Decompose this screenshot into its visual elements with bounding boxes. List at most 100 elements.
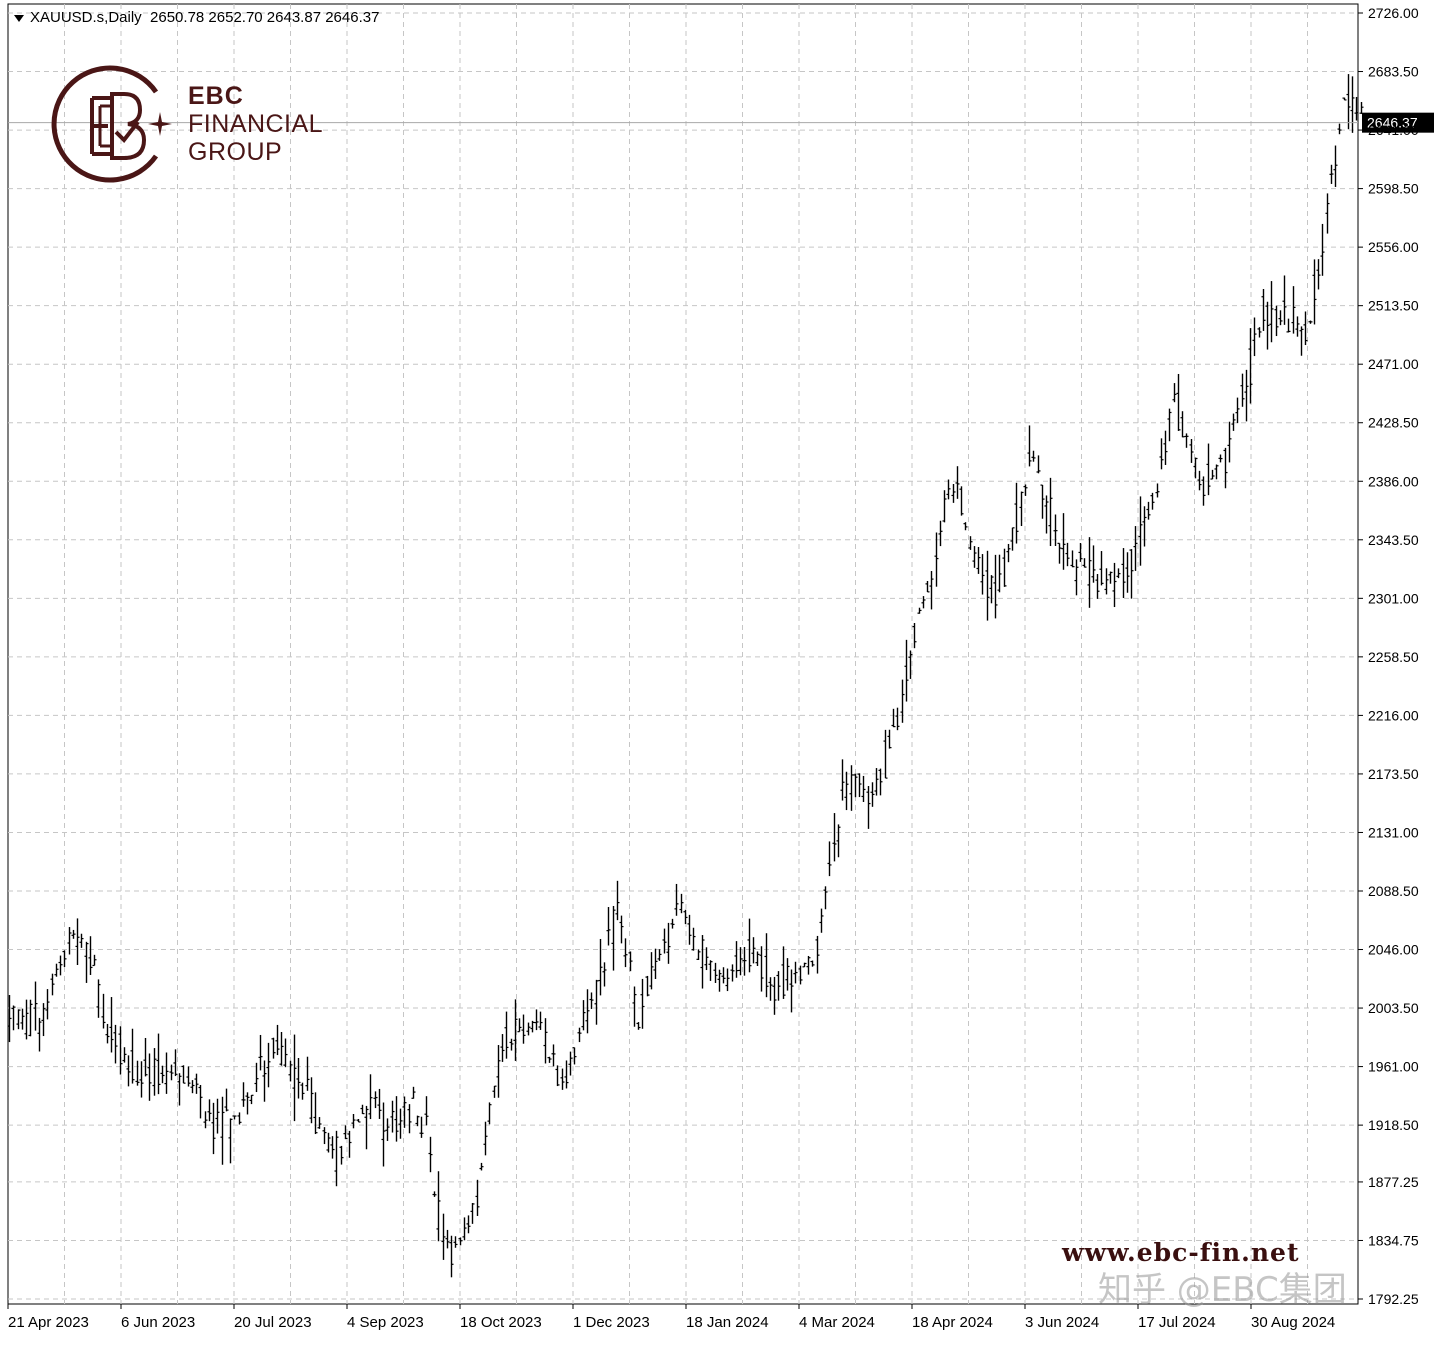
ohlc-bar: [1269, 281, 1274, 343]
ohlc-bar: [1248, 328, 1253, 404]
y-tick-label: 2131.00: [1368, 824, 1419, 840]
ohlc-bar: [351, 1113, 356, 1129]
ohlc-bar: [88, 936, 93, 975]
ohlc-bar: [33, 981, 38, 1031]
y-tick-label: 1877.25: [1368, 1174, 1419, 1190]
x-tick-label: 17 Jul 2024: [1138, 1314, 1216, 1331]
ohlc-bar: [1129, 549, 1134, 599]
ohlc-bar: [1235, 397, 1240, 424]
y-tick-label: 2258.50: [1368, 649, 1419, 665]
ohlc-bar: [364, 1105, 369, 1150]
ohlc-bar: [623, 938, 628, 968]
ohlc-bar: [126, 1055, 131, 1087]
symbol-label: XAUUSD.s,Daily: [30, 9, 142, 26]
ohlc-bar: [526, 1022, 531, 1036]
ohlc-bar: [181, 1065, 186, 1084]
ohlc-bar: [1261, 289, 1266, 331]
ohlc-bar: [534, 1009, 539, 1031]
ohlc-bar: [683, 909, 688, 925]
ohlc-bar: [1337, 123, 1342, 135]
ohlc-bar: [109, 997, 114, 1053]
ohlc-bar: [645, 975, 650, 997]
ohlc-bar: [849, 765, 854, 811]
ohlc-bar: [190, 1080, 195, 1094]
ohlc-bar: [173, 1049, 178, 1077]
ohlc-bar: [1163, 430, 1168, 465]
ohlc-bar: [330, 1136, 335, 1159]
ohlc-bar: [1074, 559, 1079, 596]
ohlc-bar: [92, 954, 97, 967]
current-price-badge: [1362, 112, 1434, 133]
ohlc-bar: [878, 768, 883, 796]
ohlc-bar: [602, 962, 607, 987]
ohlc-bar: [674, 883, 679, 916]
ohlc-bar: [521, 1014, 526, 1044]
y-tick-label: 1961.00: [1368, 1059, 1419, 1075]
ohlc-bar: [492, 1085, 497, 1098]
ohlc-bar: [356, 1119, 361, 1123]
ohlc-bar: [606, 907, 611, 946]
ohlc-bar: [921, 596, 926, 609]
ohlc-bar: [147, 1053, 152, 1101]
ohlc-bar: [1023, 484, 1028, 496]
ohlc-bar: [887, 729, 892, 749]
ohlc-bar: [347, 1130, 352, 1158]
ohlc-bar: [1070, 550, 1075, 568]
ohlc-bar: [75, 918, 80, 966]
ohlc-bar: [58, 955, 63, 976]
y-tick-label: 2003.50: [1368, 1000, 1419, 1016]
ohlc-bar: [245, 1092, 250, 1115]
ohlc-bar: [581, 1000, 586, 1031]
ohlc-bar: [254, 1062, 259, 1093]
ohlc-bar: [101, 993, 106, 1029]
ohlc-bar: [271, 1037, 276, 1059]
y-tick-label: 1792.25: [1368, 1291, 1419, 1307]
ohlc-bar: [1057, 542, 1062, 564]
ohlc-bar: [1121, 548, 1126, 599]
ohlc-bar: [428, 1136, 433, 1173]
ohlc-bar: [415, 1115, 420, 1127]
ohlc-bar: [16, 1009, 21, 1030]
ohlc-bar: [156, 1033, 161, 1095]
ohlc-bar: [41, 1003, 46, 1037]
ohlc-bar: [1065, 542, 1070, 567]
ohlc-bar: [1240, 373, 1245, 407]
ohlc-bar: [704, 947, 709, 971]
ohlc-bar: [1303, 311, 1308, 346]
ohlc-bar: [734, 941, 739, 978]
ohlc-bar: [742, 947, 747, 976]
ohlc-bar: [62, 950, 67, 968]
ohlc-bar: [500, 1034, 505, 1062]
ohlc-bar: [1354, 96, 1359, 121]
ohlc-bar: [636, 1022, 641, 1030]
ohlc-bar: [725, 968, 730, 992]
chart-header: XAUUSD.s,Daily 2650.78 2652.70 2643.87 2…: [14, 9, 379, 26]
ohlc-bar: [513, 999, 518, 1061]
ohlc-bar: [300, 1082, 305, 1100]
ohlc-bar: [713, 962, 718, 983]
watermark-url: www.ebc-fin.net: [1062, 1238, 1300, 1267]
ohlc-bar: [751, 937, 756, 964]
ohlc-bar: [1189, 438, 1194, 463]
chevron-down-icon[interactable]: [14, 14, 24, 22]
ohlc-bar: [305, 1056, 310, 1091]
ohlc-bar: [322, 1127, 327, 1145]
ohlc-bar: [1099, 551, 1104, 586]
ohlc-bar: [1167, 408, 1172, 442]
ohlc-bar: [1184, 433, 1189, 448]
ohlc-bar: [343, 1125, 348, 1140]
ohlc-bar: [963, 522, 968, 531]
ohlc-bar: [394, 1096, 399, 1142]
ohlc-bar: [815, 935, 820, 974]
ohlc-bar: [1312, 259, 1317, 325]
ohlc-bar: [45, 989, 50, 1020]
y-tick-label: 2428.50: [1368, 415, 1419, 431]
ohlc-bar: [1295, 316, 1300, 337]
ohlc-bar: [721, 967, 726, 984]
x-tick-label: 21 Apr 2023: [8, 1314, 89, 1331]
ohlc-bar: [1278, 310, 1283, 326]
ohlc-bar: [139, 1061, 144, 1098]
ohlc-bar: [296, 1057, 301, 1099]
ohlc-bar: [436, 1171, 441, 1242]
